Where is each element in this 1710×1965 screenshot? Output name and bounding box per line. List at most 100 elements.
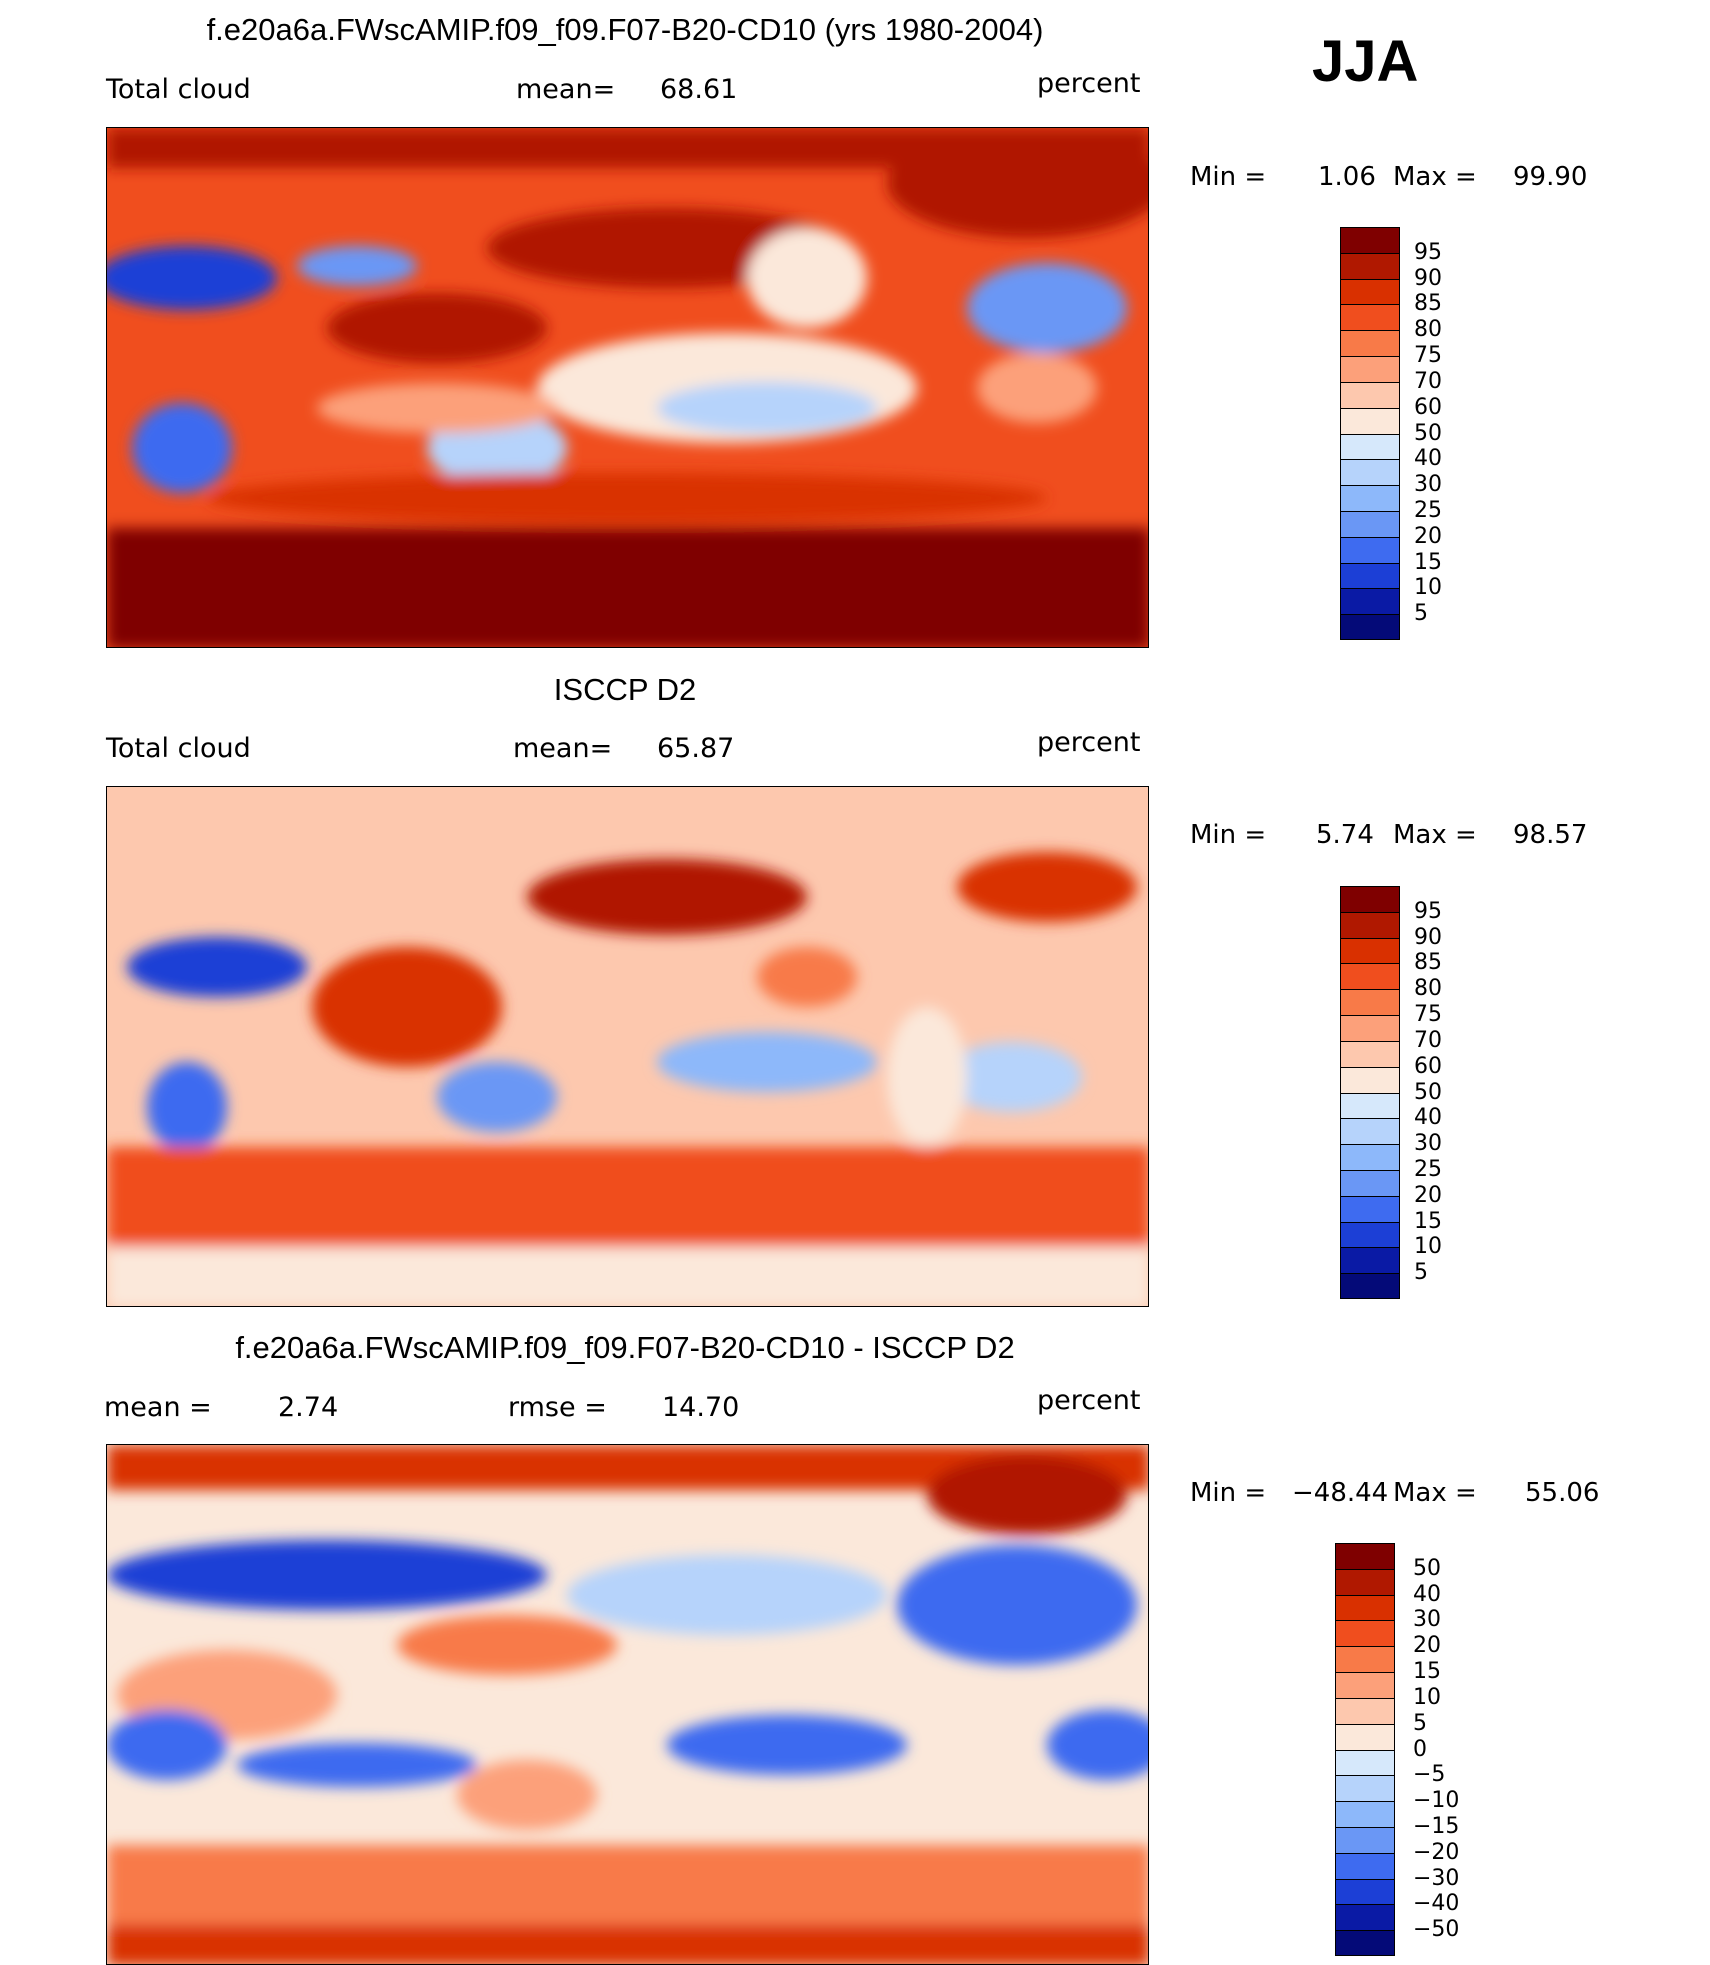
colorbar-tick-label: 5	[1414, 1260, 1428, 1286]
colorbar-swatch	[1335, 1878, 1395, 1905]
colorbar-outline	[1340, 886, 1400, 1299]
colorbar-outline	[1340, 227, 1400, 640]
colorbar-tick-label: 0	[1413, 1736, 1427, 1762]
colorbar-swatch	[1340, 588, 1400, 615]
colorbar-tick-label: 95	[1414, 239, 1442, 265]
colorbar-swatch	[1340, 963, 1400, 990]
panel1-map	[106, 127, 1149, 648]
colorbar-swatch	[1340, 381, 1400, 408]
colorbar-swatch	[1335, 1749, 1395, 1776]
panel1-min-label: Min =	[1190, 162, 1267, 192]
colorbar-swatch	[1340, 911, 1400, 938]
panel1-mean-label: mean=	[516, 74, 616, 105]
colorbar-swatch	[1335, 1594, 1395, 1621]
panel3-mean-label: mean =	[104, 1392, 212, 1423]
colorbar-tick-label: 40	[1414, 446, 1442, 472]
colorbar-tick-label: 80	[1414, 317, 1442, 343]
colorbar-swatch	[1340, 1040, 1400, 1067]
colorbar-swatch	[1340, 433, 1400, 460]
colorbar-tick-label: 95	[1414, 898, 1442, 924]
panel2-min-label: Min =	[1190, 820, 1267, 850]
colorbar-tick-label: 85	[1414, 950, 1442, 976]
panel3-title: f.e20a6a.FWscAMIP.f09_f09.F07-B20-CD10 -…	[235, 1330, 1015, 1365]
colorbar-swatch	[1340, 510, 1400, 537]
colorbar-tick-label: 10	[1413, 1684, 1441, 1710]
colorbar-tick-label: 80	[1414, 976, 1442, 1002]
colorbar-swatch	[1340, 1144, 1400, 1170]
colorbar-tick-label: 50	[1413, 1555, 1441, 1581]
colorbar-swatch	[1335, 1723, 1395, 1750]
colorbar-swatch	[1340, 356, 1400, 382]
colorbar-swatch	[1340, 1273, 1400, 1299]
panel2-colorbar: 95 90 85 80 75 70 60 50 40 30 25 20 15 10 5	[1340, 886, 1442, 1299]
panel1-min-value: 1.06	[1318, 162, 1376, 192]
colorbar-tick-label: 50	[1414, 1079, 1442, 1105]
colorbar-tick-label: −50	[1413, 1917, 1460, 1943]
colorbar-swatch	[1335, 1568, 1395, 1595]
panel2-min-value: 5.74	[1316, 820, 1374, 850]
colorbar-tick-label: 15	[1413, 1659, 1441, 1685]
colorbar-swatch	[1340, 989, 1400, 1016]
panel1-colorbar: 95 90 85 80 75 70 60 50 40 30 25 20 15 10 5	[1340, 227, 1442, 640]
colorbar-swatch	[1340, 252, 1400, 279]
panel2-max-label: Max =	[1393, 820, 1477, 850]
colorbar-swatch	[1340, 459, 1400, 486]
colorbar-tick-label: −30	[1413, 1865, 1460, 1891]
colorbar-tick-label: 90	[1414, 924, 1442, 950]
colorbar-swatch	[1340, 1015, 1400, 1041]
colorbar-swatch	[1335, 1826, 1395, 1853]
colorbar-tick-label: −10	[1413, 1788, 1460, 1814]
colorbar-tick-label: 30	[1413, 1607, 1441, 1633]
colorbar-tick-label: 60	[1414, 394, 1442, 420]
colorbar-swatch	[1335, 1620, 1395, 1647]
panel2-variable-label: Total cloud	[106, 733, 251, 764]
panel3-rmse-label: rmse =	[508, 1392, 607, 1423]
colorbar-swatch	[1340, 304, 1400, 331]
colorbar-swatch	[1340, 614, 1400, 640]
colorbar-tick-label: 20	[1414, 1182, 1442, 1208]
colorbar-swatch	[1335, 1904, 1395, 1931]
colorbar-tick-label: 30	[1414, 1131, 1442, 1157]
colorbar-tick-label: 75	[1414, 343, 1442, 369]
colorbar-tick-label: 90	[1414, 265, 1442, 291]
colorbar-swatch	[1335, 1697, 1395, 1724]
panel2-units: percent	[1037, 727, 1141, 758]
panel1-map-field	[107, 128, 1148, 647]
panel3-units: percent	[1037, 1385, 1141, 1416]
panel2-map	[106, 786, 1149, 1307]
colorbar-tick-label: 40	[1414, 1105, 1442, 1131]
colorbar-swatch	[1340, 1092, 1400, 1119]
colorbar-tick-label: 20	[1414, 523, 1442, 549]
colorbar-swatch	[1340, 1066, 1400, 1093]
panel3-colorbar: 50 40 30 20 15 10 5 0 −5 −10 −15 −20 −30 −40 −50	[1335, 1543, 1459, 1956]
colorbar-tick-label: 15	[1414, 549, 1442, 575]
colorbar-swatch	[1340, 227, 1400, 253]
colorbar-swatch	[1340, 1118, 1400, 1145]
colorbar-swatch	[1335, 1930, 1395, 1956]
colorbar-tick-label: 40	[1413, 1581, 1441, 1607]
colorbar-tick-label: 25	[1414, 497, 1442, 523]
colorbar-swatch	[1335, 1672, 1395, 1698]
colorbar-swatch	[1340, 562, 1400, 589]
colorbar-swatch	[1335, 1646, 1395, 1673]
panel3-min-label: Min =	[1190, 1478, 1267, 1508]
colorbar-swatch	[1340, 536, 1400, 563]
colorbar-swatch	[1340, 937, 1400, 964]
panel3-map-field	[107, 1445, 1148, 1964]
colorbar-tick-label: 10	[1414, 575, 1442, 601]
panel3-map	[106, 1444, 1149, 1965]
colorbar-tick-label: 70	[1414, 1027, 1442, 1053]
colorbar-tick-label: 60	[1414, 1053, 1442, 1079]
panel1-title: f.e20a6a.FWscAMIP.f09_f09.F07-B20-CD10 (…	[206, 12, 1044, 47]
panel2-mean-label: mean=	[513, 733, 613, 764]
colorbar-tick-label: −20	[1413, 1839, 1460, 1865]
season-label: JJA	[1312, 29, 1419, 94]
panel1-mean-value: 68.61	[660, 74, 738, 105]
colorbar-swatch	[1335, 1852, 1395, 1879]
panel3-min-value: −48.44	[1292, 1478, 1389, 1508]
colorbar-swatch	[1340, 1169, 1400, 1196]
colorbar-swatch	[1335, 1775, 1395, 1802]
colorbar-tick-label: 25	[1414, 1156, 1442, 1182]
colorbar-outline	[1335, 1543, 1395, 1956]
colorbar-tick-label: 5	[1413, 1710, 1427, 1736]
